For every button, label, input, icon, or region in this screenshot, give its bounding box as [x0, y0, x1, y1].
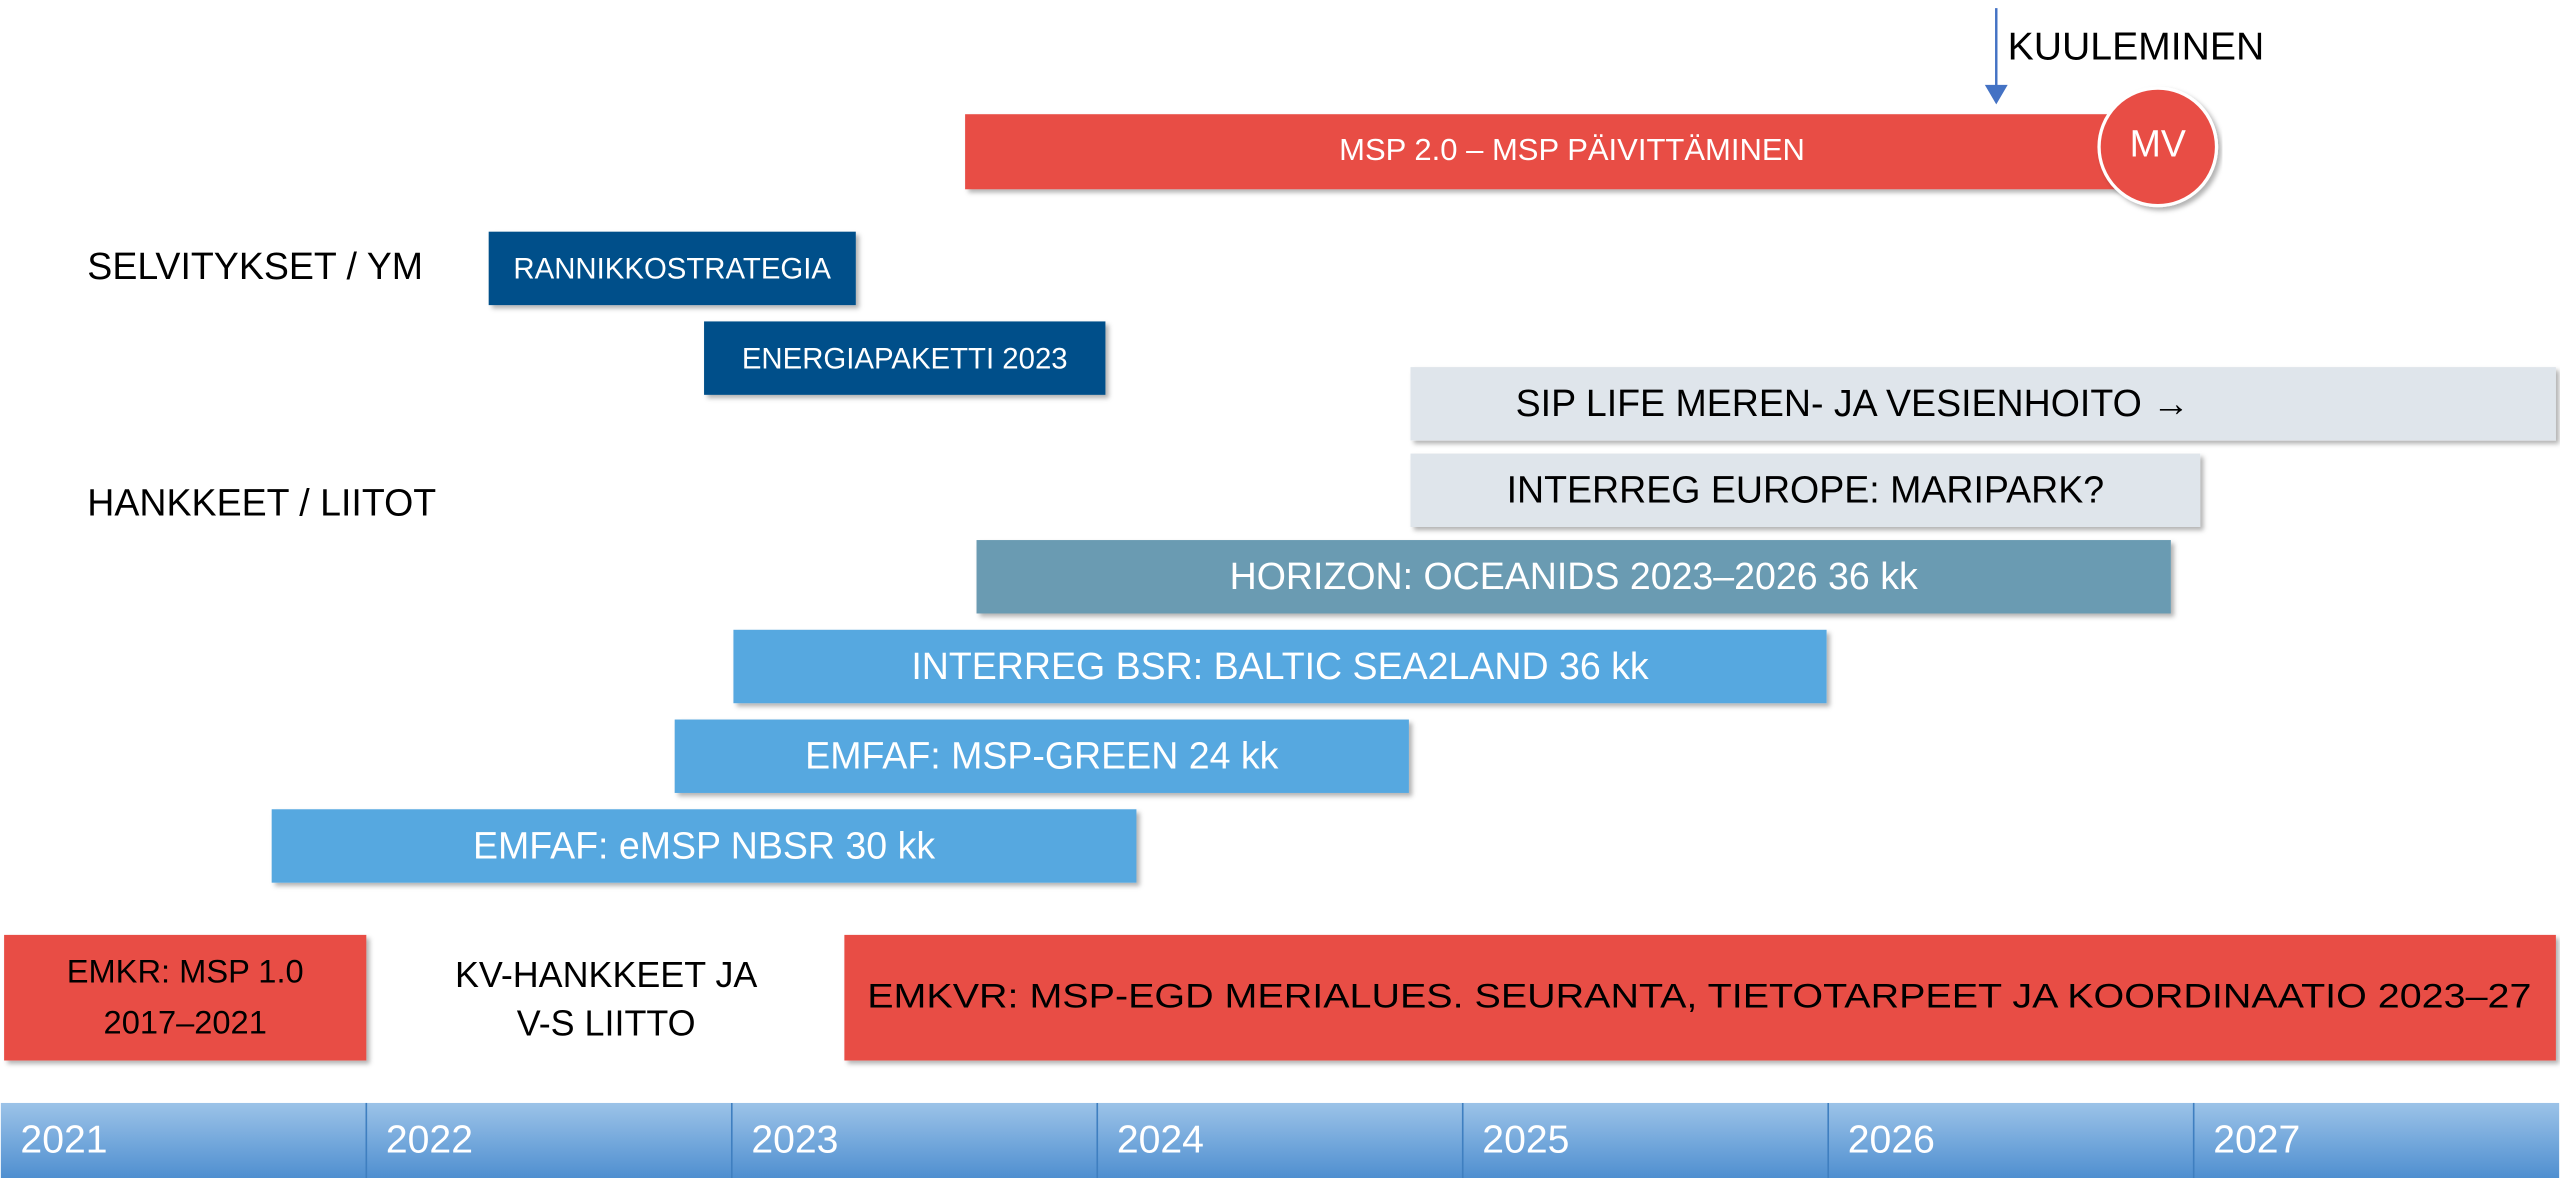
- bar-label: ENERGIAPAKETTI 2023: [742, 342, 1068, 375]
- year-axis: [0, 1102, 2560, 1178]
- bar: [704, 321, 1106, 395]
- year-label: 2022: [386, 1118, 473, 1161]
- badge-label: MV: [2130, 123, 2186, 165]
- bar-label: SIP LIFE MEREN- JA VESIENHOITO →: [1516, 382, 2190, 424]
- bar-label: 2017–2021: [104, 1003, 267, 1040]
- bar-label: EMFAF: MSP-GREEN 24 kk: [805, 735, 1278, 777]
- text-label: V-S LIITTO: [517, 1004, 696, 1044]
- bar: [4, 934, 367, 1061]
- bar-label: RANNIKKOSTRATEGIA: [513, 253, 831, 286]
- bar: [1410, 453, 2201, 527]
- section-label: SELVITYKSET / YM: [87, 245, 423, 287]
- section-label: HANKKEET / LIITOT: [87, 482, 436, 524]
- year-label: 2023: [751, 1118, 838, 1161]
- bar: [733, 629, 1827, 704]
- bar-label: HORIZON: OCEANIDS 2023–2026 36 kk: [1230, 555, 1918, 597]
- bar: [1410, 367, 2556, 441]
- bar-label: EMKR: MSP 1.0: [67, 953, 304, 990]
- bar: [976, 540, 2171, 614]
- bar: [674, 719, 1409, 793]
- main-bar: [965, 114, 2171, 190]
- bar-label: INTERREG BSR: BALTIC SEA2LAND 36 kk: [911, 645, 1649, 687]
- bar-label: EMKVR: MSP-EGD MERIALUES. SEURANTA, TIET…: [867, 978, 2531, 1016]
- year-label: 2027: [2213, 1118, 2300, 1161]
- bar: [844, 934, 2556, 1061]
- callout: KUULEMINEN: [2008, 25, 2265, 68]
- bar-label: INTERREG EUROPE: MARIPARK?: [1507, 469, 2105, 511]
- year-label: 2021: [20, 1118, 107, 1161]
- bar-label: EMFAF: eMSP NBSR 30 kk: [473, 824, 935, 866]
- main-bar-label: MSP 2.0 – MSP PÄIVITTÄMINEN: [1339, 132, 1805, 167]
- callout-arrow: [1984, 84, 2008, 105]
- text-label: KV-HANKKEET JA: [455, 955, 757, 995]
- year-label: 2024: [1117, 1118, 1204, 1161]
- year-label: 2025: [1482, 1118, 1569, 1161]
- bar: [488, 231, 856, 306]
- badge: [2097, 86, 2219, 208]
- year-label: 2026: [1848, 1118, 1935, 1161]
- bar: [271, 809, 1137, 883]
